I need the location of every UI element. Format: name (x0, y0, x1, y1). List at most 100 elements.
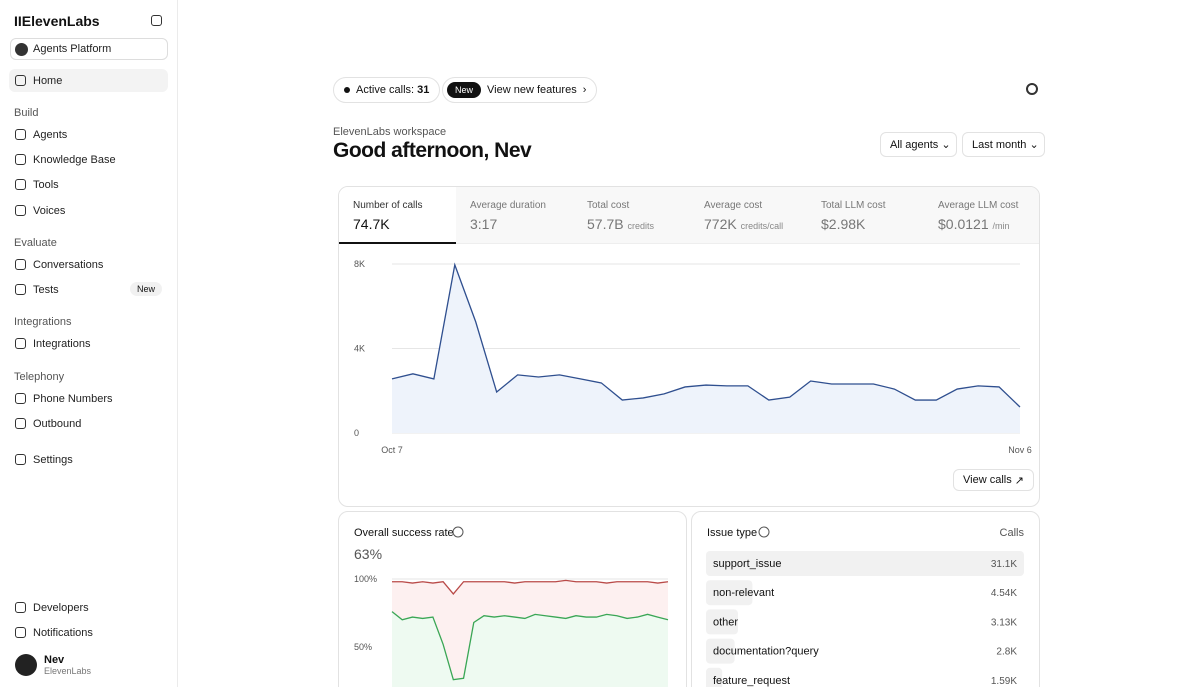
x-tick-label: Oct 7 (381, 445, 403, 455)
info-icon (452, 526, 464, 538)
stat-value: 772K credits/call (704, 216, 793, 232)
stat-tab[interactable]: Average LLM cost $0.0121 /min (924, 187, 1039, 244)
badge: New (130, 282, 163, 296)
stat-label: Total cost (587, 200, 630, 211)
nav-item[interactable]: Settings (33, 454, 73, 466)
greeting: Good afternoon, Nev (333, 139, 532, 162)
filter[interactable]: Last month ⌄ (962, 132, 1045, 157)
nav-icon (15, 129, 26, 140)
bar (706, 609, 739, 635)
y-tick-label: 100% (354, 574, 377, 584)
bar (706, 638, 735, 664)
value-label: 31.1K (991, 559, 1017, 570)
nav-item[interactable]: Developers (33, 602, 89, 614)
value: 63% (354, 546, 383, 562)
category-label: feature_request (713, 675, 790, 687)
nav-icon (15, 393, 26, 404)
stat-tab[interactable]: Number of calls 74.7K (339, 187, 456, 244)
section-title: Evaluate (14, 237, 57, 249)
active-calls[interactable]: Active calls: 31 (333, 77, 441, 103)
category-label: non-relevant (713, 587, 774, 599)
label: View calls (963, 474, 1012, 486)
nav-active[interactable] (9, 69, 168, 92)
line (391, 611, 669, 681)
section-title: Integrations (14, 316, 72, 328)
new-features[interactable]: New View new features › (442, 77, 598, 103)
label: All agents (890, 138, 939, 151)
x-tick-label: Nov 6 (1008, 445, 1032, 455)
area (392, 264, 1020, 433)
user-org: ElevenLabs (44, 666, 92, 676)
number: 3:17 (470, 216, 498, 232)
stat-value: 3:17 (470, 216, 559, 232)
category-label: documentation?query (713, 646, 819, 658)
nav-icon (15, 205, 26, 216)
nav-item[interactable]: Notifications (33, 627, 93, 639)
label: Active calls: (356, 84, 415, 96)
number: 57.7B (587, 216, 624, 232)
workspace-label: ElevenLabs workspace (333, 126, 447, 138)
stat-tab[interactable]: Average cost 772K credits/call (690, 187, 807, 244)
nav-icon (15, 259, 26, 270)
badge: New (447, 82, 482, 98)
nav-icon (15, 602, 26, 613)
stat-label: Average LLM cost (938, 200, 1019, 211)
nav-icon (15, 284, 26, 295)
stat-tab[interactable]: Total LLM cost $2.98K (807, 187, 924, 244)
area (392, 611, 668, 687)
stat-label: Average duration (470, 200, 546, 211)
y-tick-label: 8K (354, 259, 365, 269)
avatar (15, 654, 37, 676)
nav-item[interactable]: Knowledge Base (33, 154, 116, 166)
nav-icon (15, 179, 26, 190)
section-title: Telephony (14, 371, 65, 383)
filter[interactable]: All agents ⌄ (880, 132, 957, 157)
line (391, 262, 1021, 408)
nav-icon (15, 454, 26, 465)
stat-label: Average cost (704, 200, 763, 211)
stat-value: $0.0121 /min (938, 216, 1027, 232)
workspace-name: Agents Platform (33, 43, 112, 55)
view-calls[interactable]: View calls ↗ (953, 469, 1034, 491)
unit: /min (992, 221, 1010, 231)
nav-item[interactable]: Conversations (33, 259, 104, 271)
settings-icon[interactable] (1026, 83, 1038, 95)
collapse-button[interactable] (151, 15, 162, 26)
stat-value: 57.7B credits (587, 216, 676, 232)
value-label: 2.8K (996, 647, 1017, 658)
stat-tab[interactable]: Average duration 3:17 (456, 187, 573, 244)
nav-item[interactable]: Integrations (33, 338, 91, 350)
bar (706, 551, 1024, 576)
label: Last month (972, 138, 1027, 151)
y-tick-label: 50% (354, 642, 372, 652)
sidebar: IIElevenLabs Agents Platform Home Build A… (0, 0, 178, 687)
nav-icon (15, 154, 26, 165)
line (392, 579, 669, 595)
category-label: other (713, 616, 738, 628)
title: Issue type (707, 527, 758, 539)
category-label: support_issue (713, 558, 782, 570)
value: 31 (417, 84, 430, 96)
nav-icon (15, 338, 26, 349)
title: Overall success rate (354, 527, 454, 539)
section-title: Build (14, 107, 39, 119)
bar (706, 580, 753, 606)
nav-item[interactable]: Home (33, 75, 63, 87)
nav-item[interactable]: Voices (33, 205, 66, 217)
number: $0.0121 (938, 216, 989, 232)
nav-item[interactable]: Agents (33, 129, 68, 141)
stat-value: $2.98K (821, 216, 910, 232)
nav-item[interactable]: Outbound (33, 418, 82, 430)
column: Calls (999, 527, 1024, 539)
nav-item[interactable]: Tools (33, 179, 59, 191)
stat-value: 74.7K (353, 216, 442, 232)
stat-tab[interactable]: Total cost 57.7B credits (573, 187, 690, 244)
number: 772K (704, 216, 737, 232)
stat-label: Number of calls (353, 200, 423, 211)
nav-item[interactable]: Tests (33, 284, 59, 296)
workspace-select[interactable]: Agents Platform (10, 38, 168, 60)
number: $2.98K (821, 216, 866, 232)
nav-item[interactable]: Phone Numbers (33, 393, 113, 405)
